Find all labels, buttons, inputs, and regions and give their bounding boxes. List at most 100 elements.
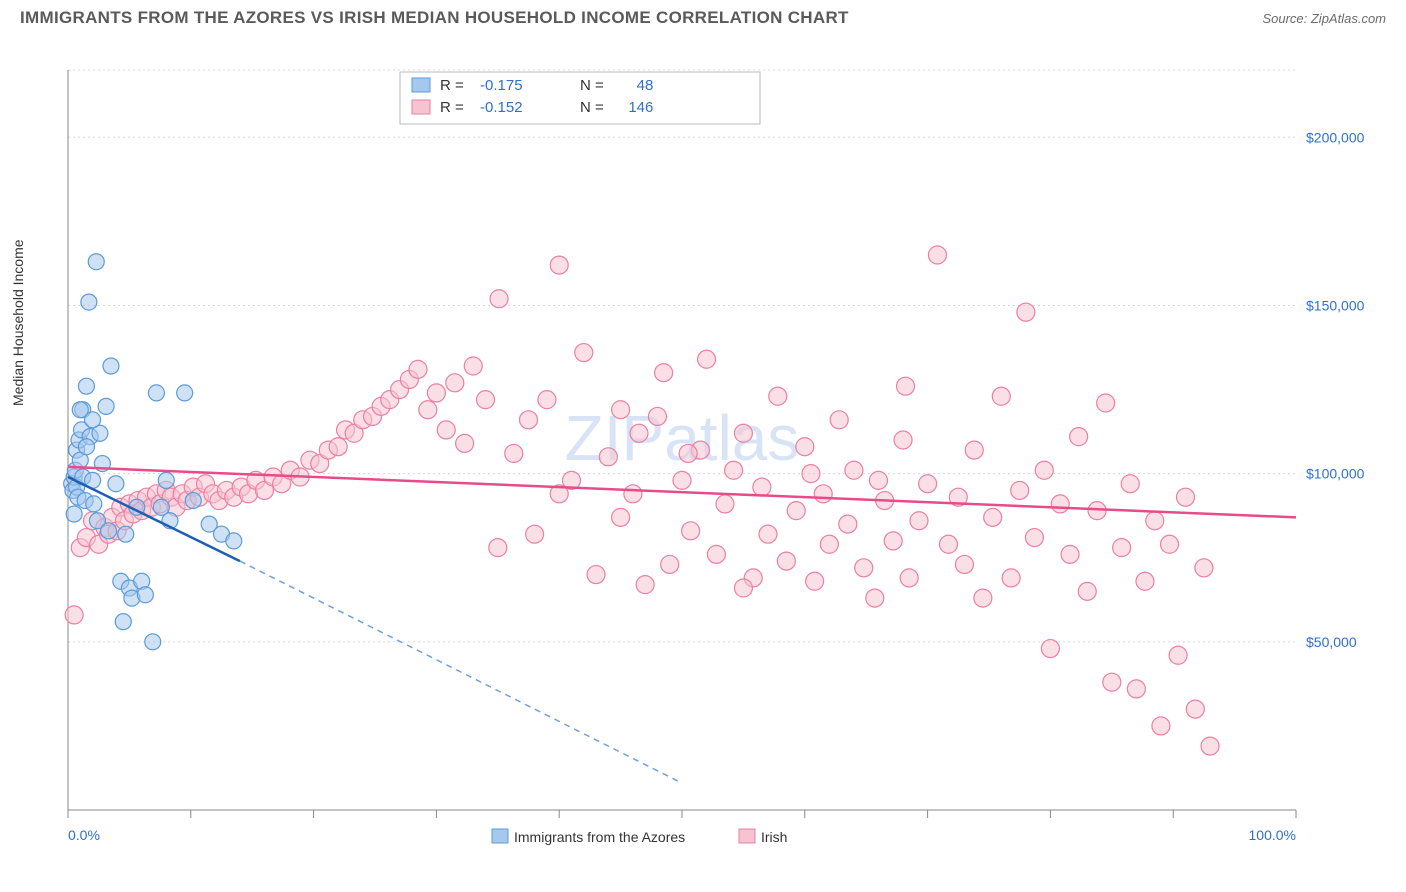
data-point [845, 461, 863, 479]
data-point [1078, 582, 1096, 600]
data-point [884, 532, 902, 550]
data-point [65, 606, 83, 624]
chart-title: IMMIGRANTS FROM THE AZORES VS IRISH MEDI… [20, 8, 849, 28]
legend-n-label: N = [580, 99, 604, 116]
data-point [1025, 529, 1043, 547]
data-point [698, 350, 716, 368]
data-point [1186, 700, 1204, 718]
chart-container: Median Household Income $50,000$100,000$… [20, 40, 1386, 872]
data-point [1161, 535, 1179, 553]
y-tick-label: $100,000 [1306, 466, 1365, 482]
data-point [939, 535, 957, 553]
data-point [974, 589, 992, 607]
legend-r-label: R = [440, 77, 464, 94]
bottom-legend-swatch [492, 829, 508, 843]
data-point [928, 246, 946, 264]
data-point [759, 525, 777, 543]
source-credit: Source: ZipAtlas.com [1262, 11, 1386, 26]
data-point [1152, 717, 1170, 735]
data-point [526, 525, 544, 543]
data-point [1017, 303, 1035, 321]
data-point [158, 472, 174, 488]
data-point [802, 465, 820, 483]
data-point [655, 364, 673, 382]
data-point [81, 294, 97, 310]
data-point [820, 535, 838, 553]
data-point [1041, 640, 1059, 658]
data-point [673, 471, 691, 489]
legend-n-value: 48 [620, 77, 653, 94]
data-point [787, 502, 805, 520]
data-point [1070, 428, 1088, 446]
data-point [1136, 572, 1154, 590]
data-point [955, 555, 973, 573]
legend-n-label: N = [580, 77, 604, 94]
data-point [1113, 539, 1131, 557]
data-point [682, 522, 700, 540]
data-point [456, 434, 474, 452]
legend-r-value: -0.152 [480, 99, 523, 116]
data-point [984, 508, 1002, 526]
data-point [796, 438, 814, 456]
data-point [1121, 475, 1139, 493]
data-point [575, 344, 593, 362]
legend-n-value: 146 [620, 99, 653, 116]
y-tick-label: $200,000 [1306, 129, 1365, 145]
data-point [734, 424, 752, 442]
legend-swatch [412, 78, 430, 92]
data-point [446, 374, 464, 392]
data-point [1176, 488, 1194, 506]
data-point [965, 441, 983, 459]
data-point [1002, 569, 1020, 587]
data-point [490, 290, 508, 308]
data-point [98, 398, 114, 414]
data-point [992, 387, 1010, 405]
data-point [612, 401, 630, 419]
data-point [520, 411, 538, 429]
data-point [427, 384, 445, 402]
data-point [78, 439, 94, 455]
data-point [1011, 481, 1029, 499]
data-point [108, 476, 124, 492]
x-min-label: 0.0% [68, 827, 100, 843]
data-point [900, 569, 918, 587]
data-point [1035, 461, 1053, 479]
data-point [716, 495, 734, 513]
legend-r-value: -0.175 [480, 77, 523, 94]
data-point [148, 385, 164, 401]
data-point [177, 385, 193, 401]
data-point [612, 508, 630, 526]
data-point [1127, 680, 1145, 698]
data-point [919, 475, 937, 493]
data-point [1051, 495, 1069, 513]
data-point [839, 515, 857, 533]
trend-line-azores-ext [240, 561, 682, 783]
data-point [636, 576, 654, 594]
data-point [734, 579, 752, 597]
y-axis-label: Median Household Income [10, 239, 26, 406]
data-point [769, 387, 787, 405]
data-point [88, 254, 104, 270]
data-point [409, 360, 427, 378]
bottom-legend-label: Irish [761, 829, 787, 845]
y-tick-label: $150,000 [1306, 297, 1365, 313]
data-point [101, 523, 117, 539]
legend-swatch [412, 100, 430, 114]
x-max-label: 100.0% [1249, 827, 1296, 843]
correlation-scatter-chart: $50,000$100,000$150,000$200,0000.0%100.0… [20, 40, 1386, 872]
data-point [1169, 646, 1187, 664]
data-point [630, 424, 648, 442]
watermark: ZIPatlas [565, 402, 800, 474]
data-point [477, 391, 495, 409]
data-point [86, 496, 102, 512]
data-point [78, 378, 94, 394]
data-point [866, 589, 884, 607]
data-point [137, 587, 153, 603]
data-point [624, 485, 642, 503]
data-point [814, 485, 832, 503]
data-point [115, 614, 131, 630]
data-point [1201, 737, 1219, 755]
data-point [118, 526, 134, 542]
data-point [869, 471, 887, 489]
data-point [66, 506, 82, 522]
